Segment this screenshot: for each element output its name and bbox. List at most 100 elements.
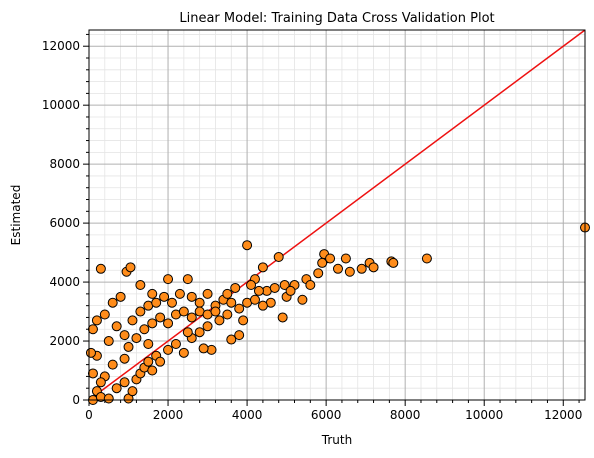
x-axis-label: Truth (321, 433, 352, 447)
plot-frame (88, 29, 586, 401)
point (234, 303, 245, 314)
point (257, 300, 268, 311)
point (147, 288, 158, 299)
point (186, 312, 197, 323)
y-tick-label: 8000 (49, 157, 80, 171)
point (313, 268, 324, 279)
point (143, 338, 154, 349)
point (163, 274, 174, 285)
point (285, 285, 296, 296)
point (246, 280, 257, 291)
point (269, 282, 280, 293)
point (119, 330, 130, 341)
point (257, 262, 268, 273)
point (85, 347, 96, 358)
x-tick-label: 12000 (544, 408, 582, 422)
reference-line (88, 29, 586, 401)
point (421, 253, 432, 264)
point (226, 297, 237, 308)
y-tick-label: 2000 (49, 334, 80, 348)
point (95, 263, 106, 274)
point (127, 386, 138, 397)
point (123, 341, 134, 352)
point (125, 262, 136, 273)
point (388, 257, 399, 268)
point (151, 297, 162, 308)
point (368, 262, 379, 273)
x-tick-label: 6000 (311, 408, 342, 422)
x-tick-label: 8000 (390, 408, 421, 422)
point (170, 338, 181, 349)
point (242, 240, 253, 251)
point (139, 324, 150, 335)
point (178, 306, 189, 317)
point (111, 321, 122, 332)
point (103, 393, 114, 404)
point (249, 294, 260, 305)
y-tick-label: 6000 (49, 216, 80, 230)
point (210, 306, 221, 317)
point (135, 306, 146, 317)
point (87, 368, 98, 379)
point (317, 257, 328, 268)
point (194, 327, 205, 338)
point (163, 344, 174, 355)
point (166, 297, 177, 308)
y-tick-label: 0 (72, 393, 80, 407)
point (325, 253, 336, 264)
point (107, 297, 118, 308)
point (226, 334, 237, 345)
x-tick-label: 2000 (153, 408, 184, 422)
point (230, 282, 241, 293)
x-tick-label: 4000 (232, 408, 263, 422)
point (135, 280, 146, 291)
point (198, 343, 209, 354)
point (95, 377, 106, 388)
point (131, 333, 142, 344)
point (222, 309, 233, 320)
point (340, 253, 351, 264)
point (115, 291, 126, 302)
point (127, 315, 138, 326)
point (332, 263, 343, 274)
point (273, 252, 284, 263)
chart-title: Linear Model: Training Data Cross Valida… (179, 11, 494, 26)
point (202, 321, 213, 332)
point (279, 280, 290, 291)
point (91, 315, 102, 326)
x-tick-label: 10000 (465, 408, 503, 422)
point (277, 312, 288, 323)
x-tick-label: 0 (85, 408, 93, 422)
point (344, 266, 355, 277)
point (238, 315, 249, 326)
point (103, 336, 114, 347)
point (143, 356, 154, 367)
y-tick-label: 4000 (49, 275, 80, 289)
point (194, 297, 205, 308)
point (178, 347, 189, 358)
point (119, 377, 130, 388)
y-tick-label: 10000 (42, 98, 80, 112)
point (174, 288, 185, 299)
point (147, 365, 158, 376)
point (99, 309, 110, 320)
point (111, 383, 122, 394)
point (222, 288, 233, 299)
point (202, 288, 213, 299)
point (87, 324, 98, 335)
point (119, 353, 130, 364)
point (186, 291, 197, 302)
point (155, 312, 166, 323)
point (147, 318, 158, 329)
y-axis-label: Estimated (9, 185, 23, 246)
point (234, 330, 245, 341)
point (182, 274, 193, 285)
point (214, 315, 225, 326)
point (159, 291, 170, 302)
point (356, 263, 367, 274)
point (297, 294, 308, 305)
point (253, 285, 264, 296)
point (155, 356, 166, 367)
point (305, 280, 316, 291)
